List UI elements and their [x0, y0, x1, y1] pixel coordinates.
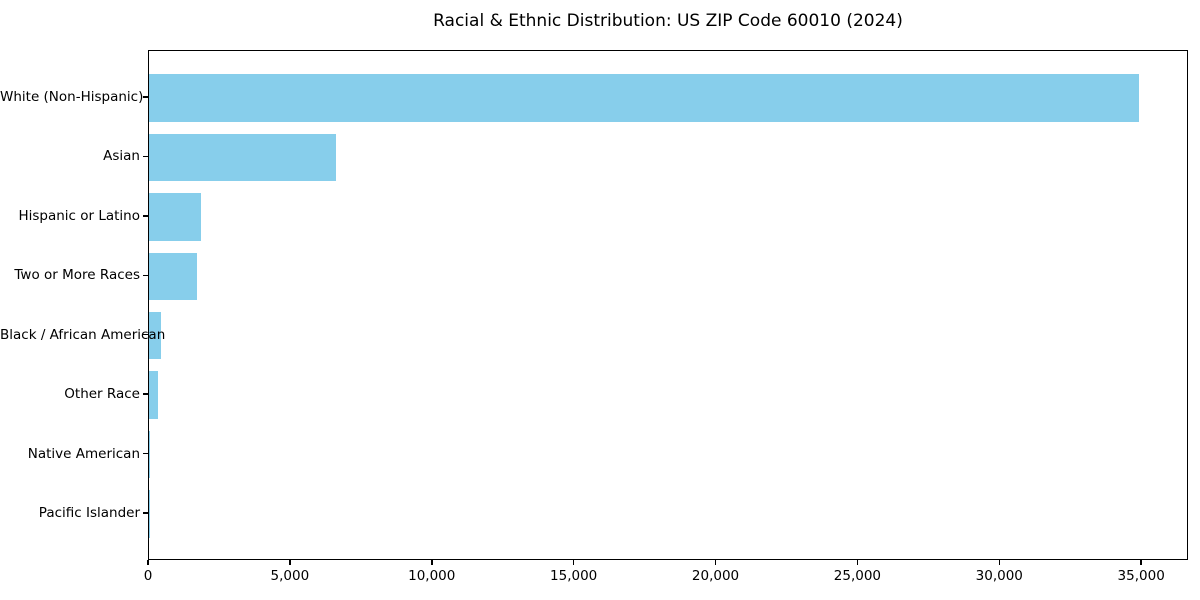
y-axis-label: Asian — [103, 148, 140, 165]
x-axis-label: 10,000 — [408, 568, 456, 584]
x-axis-label: 35,000 — [1117, 568, 1165, 584]
y-axis-label: Pacific Islander — [38, 505, 140, 522]
x-axis-tick — [856, 560, 859, 565]
x-axis-label: 30,000 — [975, 568, 1023, 584]
y-axis-tick — [143, 274, 148, 277]
y-axis-tick — [143, 512, 148, 514]
y-axis-tick — [143, 333, 148, 336]
y-axis-label: White (Non-Hispanic) — [0, 88, 144, 105]
y-axis-tick — [143, 393, 148, 395]
bar-asian — [149, 133, 337, 182]
plot-area — [148, 50, 1188, 560]
x-axis-label: 5,000 — [270, 568, 310, 584]
x-axis-tick — [714, 560, 717, 565]
y-axis-label: Two or More Races — [14, 267, 140, 284]
bar-white-non-hispanic — [149, 74, 1140, 122]
y-axis-label: Black / African American — [0, 326, 166, 343]
chart-title: Racial & Ethnic Distribution: US ZIP Cod… — [433, 11, 903, 31]
x-axis-tick — [431, 560, 433, 565]
x-axis-tick — [289, 560, 291, 565]
x-axis-label: 25,000 — [833, 568, 882, 584]
x-axis-tick — [1140, 560, 1142, 565]
x-axis-label: 20,000 — [691, 568, 740, 584]
bar-hispanic-or-latino — [149, 193, 202, 241]
x-axis-tick — [572, 560, 575, 565]
bar-other-race — [149, 371, 159, 419]
y-axis-label: Native American — [27, 445, 140, 462]
x-axis-tick — [147, 560, 149, 565]
y-axis-label: Other Race — [64, 386, 140, 403]
y-axis-tick — [143, 452, 148, 455]
bar-two-or-more-races — [149, 252, 198, 301]
x-axis-label: 15,000 — [550, 568, 598, 584]
x-axis-label: 0 — [143, 568, 153, 584]
y-axis-label: Hispanic or Latino — [18, 207, 140, 224]
y-axis-tick — [143, 215, 148, 217]
y-axis-tick — [143, 155, 148, 158]
x-axis-tick — [998, 560, 1001, 565]
bar-black-african-american — [149, 311, 161, 360]
y-axis-tick — [143, 96, 148, 98]
